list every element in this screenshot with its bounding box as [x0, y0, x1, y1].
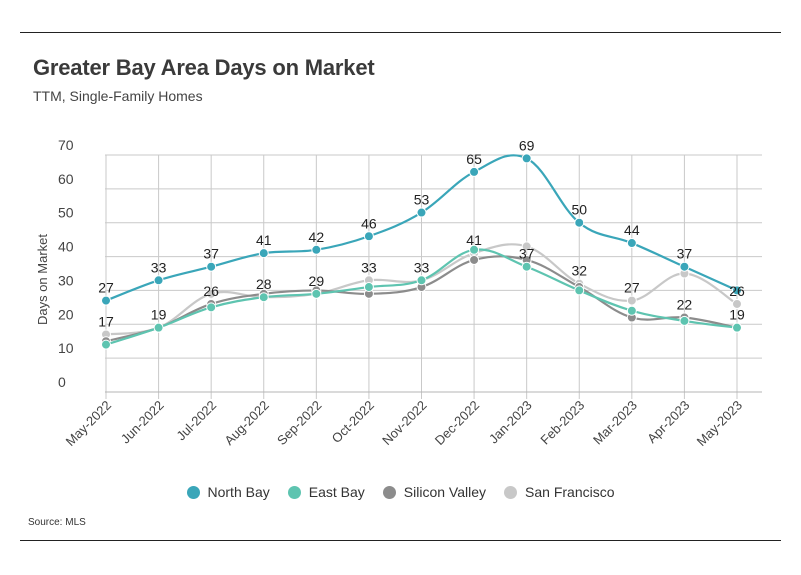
legend-swatch [287, 485, 301, 499]
data-point [153, 322, 164, 333]
chart-subtitle: TTM, Single-Family Homes [33, 88, 203, 104]
x-tick-label: May-2022 [63, 398, 114, 449]
data-label: 33 [414, 259, 430, 275]
data-label: 27 [98, 280, 114, 296]
data-point [206, 261, 217, 272]
data-point [521, 261, 532, 272]
data-label: 41 [466, 232, 482, 248]
data-point [363, 231, 374, 242]
legend-item: North Bay [186, 484, 270, 500]
data-label: 53 [414, 192, 430, 208]
x-tick-label: Oct-2022 [329, 398, 377, 446]
x-tick-label: Jan-2023 [486, 398, 535, 447]
legend-label: North Bay [207, 484, 270, 500]
x-tick-label: Sep-2022 [274, 398, 324, 448]
data-label: 19 [729, 307, 745, 323]
data-label: 37 [519, 246, 535, 262]
data-point [469, 166, 480, 177]
data-label: 28 [256, 276, 272, 292]
legend-swatch [382, 485, 396, 499]
legend-item: Silicon Valley [382, 484, 487, 500]
data-point [153, 275, 164, 286]
data-point [101, 339, 111, 350]
data-label: 29 [309, 273, 325, 289]
legend-item: San Francisco [504, 484, 615, 500]
x-tick-label: Dec-2022 [432, 398, 482, 448]
data-point [311, 244, 322, 255]
y-tick-label: 0 [58, 374, 66, 390]
y-tick-label: 10 [58, 340, 74, 356]
data-point [574, 217, 585, 228]
data-point [732, 298, 742, 309]
data-point [311, 288, 322, 299]
y-tick-label: 30 [58, 272, 74, 288]
x-tick-label: Apr-2023 [644, 398, 692, 446]
data-label: 33 [361, 259, 377, 275]
data-point [679, 261, 690, 272]
x-tick-label: Jul-2022 [173, 398, 219, 444]
data-label: 19 [151, 307, 167, 323]
legend-label: Silicon Valley [403, 484, 487, 500]
chart-legend: North Bay East Bay Silicon Valley San Franc… [0, 484, 801, 500]
legend-item: East Bay [287, 484, 365, 500]
data-point [258, 248, 269, 259]
data-label: 46 [361, 215, 377, 231]
data-label: 41 [256, 232, 272, 248]
data-label: 37 [677, 246, 693, 262]
data-label: 26 [203, 283, 219, 299]
data-label: 42 [309, 229, 325, 245]
data-point [258, 292, 269, 303]
y-axis-label: Days on Market [35, 234, 50, 325]
x-tick-label: Nov-2022 [379, 398, 429, 448]
data-label: 22 [677, 297, 693, 313]
data-point [363, 282, 374, 293]
data-label: 69 [519, 137, 535, 153]
data-label: 17 [98, 313, 114, 329]
data-point [469, 244, 480, 255]
legend-label: San Francisco [525, 484, 615, 500]
data-point [679, 315, 690, 326]
data-point [521, 241, 532, 252]
top-rule [20, 32, 781, 33]
x-tick-label: Mar-2023 [590, 398, 640, 448]
y-tick-label: 50 [58, 205, 74, 221]
data-point [574, 285, 585, 296]
legend-label: East Bay [308, 484, 365, 500]
data-point [732, 322, 742, 333]
data-label: 26 [729, 283, 745, 299]
data-label: 32 [571, 263, 587, 279]
data-label: 33 [151, 259, 167, 275]
data-label: 50 [571, 202, 587, 218]
legend-swatch [186, 485, 200, 499]
chart-title: Greater Bay Area Days on Market [33, 55, 375, 80]
data-point [416, 207, 427, 218]
data-label: 27 [624, 280, 640, 296]
data-point [626, 295, 637, 306]
y-tick-label: 60 [58, 171, 74, 187]
data-label: 44 [624, 222, 640, 238]
data-point [101, 295, 111, 306]
x-tick-label: Aug-2022 [221, 398, 271, 448]
bottom-rule [20, 540, 781, 541]
source-note: Source: MLS [28, 517, 86, 528]
data-label: 65 [466, 151, 482, 167]
data-point [732, 285, 742, 296]
data-point [469, 254, 480, 265]
data-point [626, 305, 637, 316]
data-point [206, 288, 217, 299]
x-tick-label: May-2023 [694, 398, 745, 449]
y-tick-label: 70 [58, 137, 74, 153]
data-point [416, 275, 427, 286]
data-point [626, 238, 637, 249]
y-tick-label: 20 [58, 306, 74, 322]
y-tick-label: 40 [58, 239, 74, 255]
data-label: 37 [203, 246, 219, 262]
x-tick-label: Feb-2023 [537, 398, 587, 448]
data-point [206, 302, 217, 313]
x-tick-label: Jun-2022 [118, 398, 167, 447]
legend-swatch [504, 485, 518, 499]
data-point [521, 153, 532, 164]
